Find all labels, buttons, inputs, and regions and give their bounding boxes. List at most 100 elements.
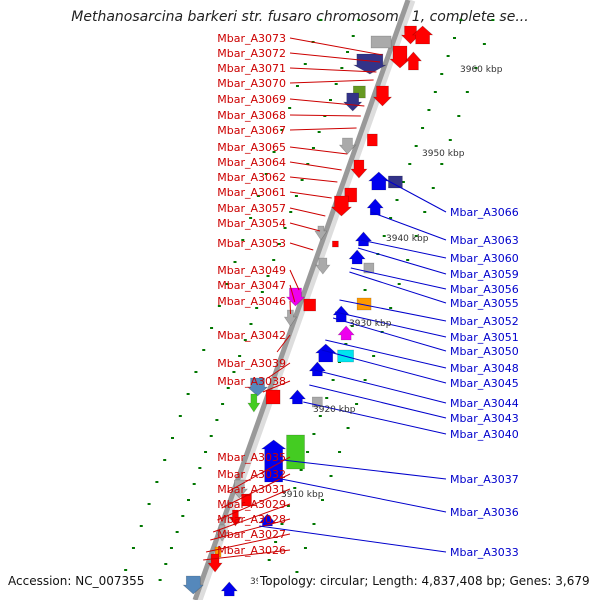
forward-leader-line xyxy=(289,161,342,171)
forward-gene-label: Mbar_A3069 xyxy=(217,93,286,106)
kbp-scale-label: 3940 kbp xyxy=(386,234,429,244)
forward-gene-feature xyxy=(350,159,368,179)
forward-gene-feature xyxy=(352,53,388,75)
leader-lines-layer xyxy=(203,37,447,561)
reverse-gene-feature xyxy=(311,396,323,408)
forward-gene-feature xyxy=(372,85,393,107)
reverse-gene-feature xyxy=(220,581,238,597)
forward-gene-label: Mbar_A3039 xyxy=(217,357,286,370)
forward-gene-label: Mbar_A3053 xyxy=(217,237,286,250)
forward-gene-label: Mbar_A3047 xyxy=(217,279,286,292)
reverse-leader-line xyxy=(350,267,447,290)
reverse-gene-feature xyxy=(404,51,423,71)
reverse-gene-feature xyxy=(388,175,403,189)
accession-text: Accession: NC_007355 xyxy=(8,574,149,588)
kbp-scale-label: 39 xyxy=(250,577,262,587)
reverse-gene-label: Mbar_A3055 xyxy=(450,297,519,310)
forward-leader-line xyxy=(217,488,291,521)
reverse-gene-label: Mbar_A3048 xyxy=(450,362,519,375)
forward-gene-label: Mbar_A3054 xyxy=(217,217,286,230)
forward-leader-line xyxy=(289,79,374,84)
forward-gene-feature xyxy=(314,225,328,241)
forward-leader-line xyxy=(289,284,296,303)
forward-gene-feature xyxy=(247,393,261,413)
forward-gene-label: Mbar_A3073 xyxy=(217,32,286,45)
reverse-leader-line xyxy=(332,317,447,352)
forward-leader-line xyxy=(289,242,314,251)
forward-gene-label: Mbar_A3046 xyxy=(217,295,286,308)
reverse-gene-feature xyxy=(258,513,277,527)
forward-gene-label: Mbar_A3065 xyxy=(217,141,286,154)
reverse-gene-label: Mbar_A3052 xyxy=(450,315,519,328)
forward-gene-feature xyxy=(285,287,306,307)
reverse-leader-line xyxy=(282,459,447,480)
reverse-gene-label: Mbar_A3040 xyxy=(450,428,519,441)
forward-gene-label: Mbar_A3029 xyxy=(217,498,286,511)
forward-gene-label: Mbar_A3038 xyxy=(217,375,286,388)
reverse-leader-line xyxy=(276,477,447,513)
forward-leader-line xyxy=(289,300,292,315)
forward-gene-label: Mbar_A3026 xyxy=(217,544,286,557)
forward-gene-feature xyxy=(265,389,281,405)
forward-leader-line xyxy=(289,207,326,217)
forward-leader-line xyxy=(221,473,291,509)
forward-leader-line xyxy=(289,176,338,183)
reverse-gene-feature xyxy=(354,231,373,247)
forward-leader-line xyxy=(289,98,365,107)
reverse-gene-feature xyxy=(356,297,372,311)
reverse-leader-line xyxy=(382,177,447,213)
forward-gene-label: Mbar_A3061 xyxy=(217,186,286,199)
forward-gene-feature xyxy=(283,309,297,327)
reverse-gene-feature xyxy=(332,305,350,323)
reverse-gene-feature xyxy=(411,25,434,45)
forward-gene-label: Mbar_A3070 xyxy=(217,77,286,90)
reverse-gene-label: Mbar_A3063 xyxy=(450,234,519,247)
forward-leader-line xyxy=(262,380,291,393)
forward-leader-line xyxy=(289,52,381,63)
forward-leader-line xyxy=(212,503,291,533)
forward-leader-line xyxy=(267,362,291,379)
forward-gene-label: Mbar_A3035 xyxy=(217,451,286,464)
kbp-scale-label: 3910 kbp xyxy=(281,490,324,500)
reverse-leader-line xyxy=(339,299,447,322)
reverse-gene-feature xyxy=(286,434,305,470)
forward-leader-line xyxy=(227,456,291,493)
reverse-gene-label: Mbar_A3051 xyxy=(450,331,519,344)
reverse-gene-feature xyxy=(366,198,384,216)
reverse-gene-feature xyxy=(348,249,366,265)
forward-gene-label: Mbar_A3028 xyxy=(217,513,286,526)
forward-leader-line xyxy=(203,549,291,561)
reverse-gene-feature xyxy=(260,439,287,483)
map-title: Methanosarcina barkeri str. fusaro chrom… xyxy=(71,9,529,25)
forward-leader-line xyxy=(289,114,361,117)
forward-gene-label: Mbar_A3032 xyxy=(217,468,286,481)
reverse-gene-label: Mbar_A3066 xyxy=(450,206,519,219)
forward-leader-line xyxy=(289,222,321,232)
reverse-gene-label: Mbar_A3045 xyxy=(450,377,519,390)
summary-text: Topology: circular; Length: 4,837,408 bp… xyxy=(258,574,590,588)
kbp-scale-label: 3930 kbp xyxy=(349,319,392,329)
forward-leader-line xyxy=(289,191,332,199)
forward-gene-feature xyxy=(182,575,205,595)
reverse-leader-line xyxy=(357,247,447,275)
gene-layer xyxy=(182,25,434,597)
forward-gene-feature xyxy=(315,257,331,275)
kbp-scale-label: 3960 kbp xyxy=(460,65,503,75)
forward-gene-feature xyxy=(230,479,249,499)
forward-gene-feature xyxy=(246,377,269,397)
reverse-leader-line xyxy=(303,401,447,435)
forward-gene-label: Mbar_A3072 xyxy=(217,47,286,60)
forward-gene-feature xyxy=(366,133,378,147)
forward-gene-feature xyxy=(241,493,252,507)
reverse-leader-line xyxy=(370,211,447,241)
forward-leader-line xyxy=(289,67,377,73)
forward-gene-label: Mbar_A3031 xyxy=(217,483,286,496)
reverse-gene-label: Mbar_A3050 xyxy=(450,345,519,358)
reverse-leader-line xyxy=(259,525,447,553)
forward-leader-line xyxy=(205,533,291,553)
reverse-gene-label: Mbar_A3056 xyxy=(450,283,519,296)
reverse-gene-label: Mbar_A3044 xyxy=(450,397,519,410)
forward-gene-feature xyxy=(330,195,353,217)
forward-gene-label: Mbar_A3057 xyxy=(217,202,286,215)
